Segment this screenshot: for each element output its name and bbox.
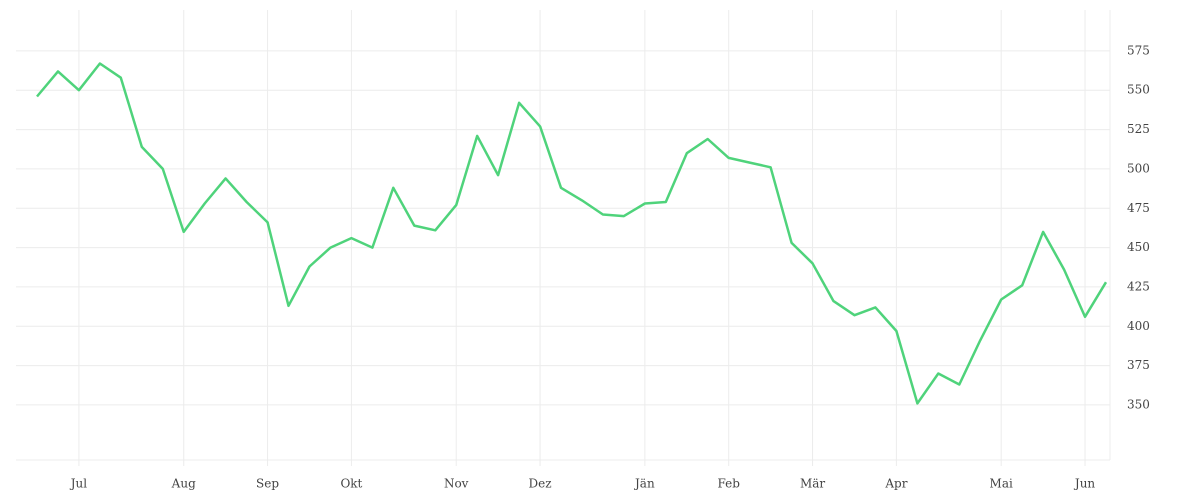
- y-tick-label: 425: [1127, 279, 1150, 293]
- x-tick-label: Okt: [340, 477, 362, 491]
- x-tick-label: Feb: [717, 477, 740, 491]
- x-tick-label: Nov: [444, 477, 469, 491]
- y-tick-label: 500: [1127, 161, 1150, 175]
- x-tick-label: Jän: [633, 477, 655, 491]
- y-tick-label: 475: [1127, 201, 1150, 215]
- y-tick-label: 350: [1127, 397, 1150, 411]
- x-tick-label: Sep: [256, 477, 279, 491]
- x-tick-label: Jul: [69, 477, 88, 491]
- y-tick-label: 575: [1127, 43, 1150, 57]
- x-tick-label: Mär: [800, 477, 825, 491]
- x-tick-label: Aug: [171, 477, 196, 491]
- y-tick-label: 550: [1127, 83, 1150, 97]
- y-tick-label: 400: [1127, 319, 1150, 333]
- line: [36, 62, 1108, 405]
- x-tick-label: Dez: [529, 477, 552, 491]
- x-tick-label: Jun: [1073, 477, 1096, 491]
- y-tick-label: 375: [1127, 358, 1150, 372]
- y-tick-label: 525: [1127, 122, 1150, 136]
- x-tick-label: Mai: [990, 477, 1013, 491]
- y-tick-label: 450: [1127, 240, 1150, 254]
- x-tick-label: Apr: [884, 477, 907, 491]
